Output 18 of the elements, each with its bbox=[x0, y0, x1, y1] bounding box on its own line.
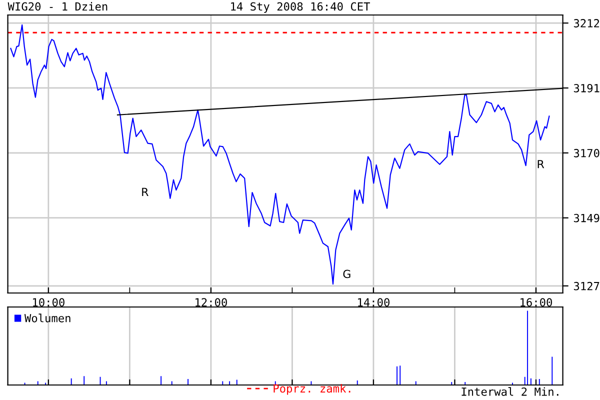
ref-line-label: Poprz. zamk. bbox=[274, 384, 350, 395]
annotation: G bbox=[343, 270, 350, 278]
y-tick-label: 3212 bbox=[574, 19, 600, 28]
x-tick-label: 16:00 bbox=[520, 298, 552, 307]
x-tick-label: 14:00 bbox=[358, 298, 390, 307]
chart-title: WIG20 - 1 Dzien bbox=[8, 2, 108, 11]
line-series bbox=[10, 24, 550, 285]
annotation: R bbox=[538, 160, 544, 168]
legend-label: Wolumen bbox=[24, 314, 70, 322]
y-tick-label: 3170 bbox=[574, 148, 600, 158]
chart-subtitle: 14 Sty 2008 16:40 CET bbox=[231, 2, 370, 13]
annotation: R bbox=[142, 188, 148, 196]
text: Interwal 2 Min. bbox=[462, 387, 558, 396]
y-tick-label: 3191 bbox=[574, 84, 600, 92]
x-tick-label: 10:00 bbox=[33, 298, 64, 307]
y-tick-label: 3149 bbox=[574, 214, 600, 222]
x-tick-label: 12:00 bbox=[196, 298, 227, 307]
y-tick-label: 3127 bbox=[574, 282, 600, 290]
